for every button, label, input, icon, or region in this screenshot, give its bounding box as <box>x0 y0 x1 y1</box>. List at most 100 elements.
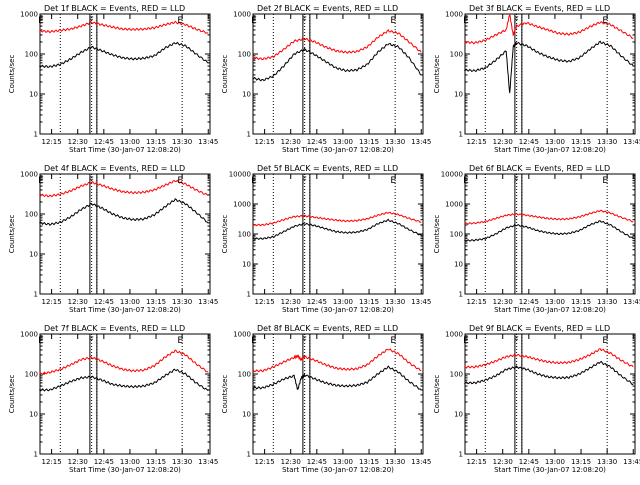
y-tick-label: 10000 <box>441 171 463 179</box>
series-line-red <box>252 211 422 227</box>
y-axis-label: Counts/sec <box>221 55 229 94</box>
x-tick-label: 12:15 <box>255 298 275 306</box>
y-tick-label: 1000 <box>445 201 463 209</box>
y-tick-label: 100 <box>25 371 38 379</box>
marker-label: F <box>89 176 94 186</box>
marker-label: E <box>177 336 183 346</box>
x-tick-label: 13:15 <box>146 458 166 466</box>
marker-label: E <box>463 176 469 186</box>
x-tick-label: 12:15 <box>255 458 275 466</box>
chart-panel-6: Det 6f BLACK = Events, RED = LLD 1 10 100 10… <box>433 164 640 314</box>
x-tick-label: 12:45 <box>519 298 539 306</box>
series-line-red <box>464 348 634 369</box>
x-tick-label: 12:45 <box>519 458 539 466</box>
y-tick-label: 10 <box>454 411 463 419</box>
marker-label: E <box>463 336 469 346</box>
chart-title: Det 1f BLACK = Events, RED = LLD <box>44 4 185 13</box>
y-tick-label: 1 <box>459 291 463 299</box>
chart-title: Det 6f BLACK = Events, RED = LLD <box>469 164 610 173</box>
x-tick-label: 13:15 <box>571 458 591 466</box>
y-tick-label: 100 <box>450 371 463 379</box>
chart-title: Det 9f BLACK = Events, RED = LLD <box>469 324 610 333</box>
x-axis-label: Start Time (30-Jan-07 12:08:20) <box>494 306 606 314</box>
x-tick-label: 12:30 <box>68 138 88 146</box>
x-tick-label: 12:30 <box>493 138 513 146</box>
x-tick-label: 13:15 <box>359 458 379 466</box>
x-tick-label: 12:45 <box>94 298 114 306</box>
x-tick-label: 13:00 <box>545 298 565 306</box>
series-line-red <box>252 29 422 61</box>
x-tick-label: 13:30 <box>172 298 192 306</box>
x-tick-label: 12:45 <box>94 458 114 466</box>
y-tick-label: 100 <box>238 231 251 239</box>
marker-label: E <box>38 16 44 26</box>
x-tick-label: 13:00 <box>545 458 565 466</box>
x-tick-label: 13:15 <box>359 138 379 146</box>
marker-label: E <box>602 336 608 346</box>
marker-label: F <box>302 336 307 346</box>
series-line-black <box>464 360 634 386</box>
y-axis-label: Counts/sec <box>8 215 16 254</box>
y-tick-label: 1 <box>34 291 38 299</box>
marker-label: E <box>602 16 608 26</box>
x-tick-label: 13:45 <box>411 458 431 466</box>
y-tick-label: 1000 <box>445 11 463 19</box>
marker-label: E <box>177 176 183 186</box>
x-tick-label: 13:00 <box>333 298 353 306</box>
series-line-black <box>39 198 209 226</box>
marker-label: E <box>38 176 44 186</box>
y-tick-label: 100 <box>238 51 251 59</box>
y-axis-label: Counts/sec <box>221 375 229 414</box>
series-line-black <box>252 43 422 82</box>
x-tick-label: 12:15 <box>42 298 62 306</box>
y-tick-label: 1000 <box>20 331 38 339</box>
x-axis-label: Start Time (30-Jan-07 12:08:20) <box>282 146 394 154</box>
y-tick-label: 1 <box>34 451 38 459</box>
series-line-red <box>38 349 209 376</box>
x-tick-label: 12:15 <box>467 138 487 146</box>
plot-frame <box>252 333 424 455</box>
plot-frame <box>464 173 636 295</box>
x-axis-label: Start Time (30-Jan-07 12:08:20) <box>69 466 181 474</box>
x-tick-label: 13:45 <box>623 138 640 146</box>
y-tick-label: 10 <box>454 261 463 269</box>
x-tick-label: 12:15 <box>255 138 275 146</box>
x-tick-label: 13:15 <box>571 138 591 146</box>
series-line-red <box>252 348 422 373</box>
plot-frame <box>39 333 211 455</box>
marker-label: E <box>390 16 396 26</box>
marker-label: E <box>390 176 396 186</box>
plot-frame <box>464 333 636 455</box>
series-line-black <box>39 41 209 69</box>
chart-title: Det 7f BLACK = Events, RED = LLD <box>44 324 185 333</box>
x-tick-label: 13:00 <box>333 138 353 146</box>
x-tick-label: 12:45 <box>307 298 327 306</box>
y-tick-label: 1 <box>459 451 463 459</box>
y-tick-label: 100 <box>450 231 463 239</box>
y-axis-label: Counts/sec <box>433 55 441 94</box>
x-tick-label: 13:00 <box>120 458 140 466</box>
marker-label: F <box>89 16 94 26</box>
marker-label: E <box>251 176 257 186</box>
y-tick-label: 1000 <box>233 331 251 339</box>
y-axis-label: Counts/sec <box>433 375 441 414</box>
plot-frame <box>464 13 636 135</box>
chart-panel-4: Det 4f BLACK = Events, RED = LLD 1 10 100 10… <box>8 164 218 314</box>
y-tick-label: 10 <box>242 261 251 269</box>
x-tick-label: 13:15 <box>146 138 166 146</box>
x-axis-label: Start Time (30-Jan-07 12:08:20) <box>494 466 606 474</box>
x-axis-label: Start Time (30-Jan-07 12:08:20) <box>69 306 181 314</box>
chart-panel-8: Det 8f BLACK = Events, RED = LLD 1 10 100 10… <box>221 324 431 474</box>
x-tick-label: 13:45 <box>198 298 218 306</box>
x-tick-label: 13:30 <box>597 458 617 466</box>
x-tick-label: 13:15 <box>359 298 379 306</box>
x-tick-label: 13:30 <box>385 298 405 306</box>
x-tick-label: 12:45 <box>94 138 114 146</box>
x-tick-label: 12:15 <box>467 298 487 306</box>
x-tick-label: 12:15 <box>42 138 62 146</box>
y-tick-label: 10 <box>242 91 251 99</box>
x-tick-label: 13:15 <box>571 298 591 306</box>
y-tick-label: 100 <box>450 51 463 59</box>
chart-title: Det 8f BLACK = Events, RED = LLD <box>257 324 398 333</box>
